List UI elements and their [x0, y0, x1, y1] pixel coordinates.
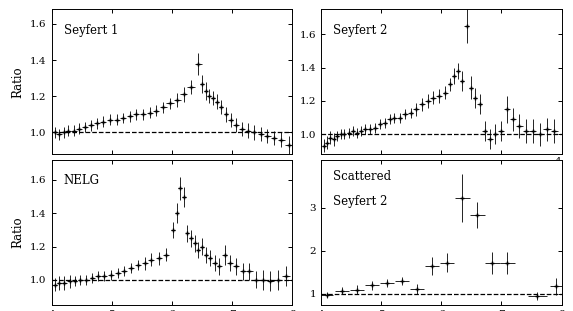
Y-axis label: Ratio: Ratio	[11, 216, 25, 248]
Text: NELG: NELG	[64, 174, 100, 188]
Text: Seyfert 2: Seyfert 2	[333, 195, 387, 208]
Text: 4: 4	[555, 157, 562, 166]
Text: Seyfert 1: Seyfert 1	[64, 24, 118, 37]
Text: Scattered: Scattered	[333, 170, 391, 183]
Text: Seyfert 2: Seyfert 2	[333, 24, 387, 37]
Y-axis label: Ratio: Ratio	[11, 66, 25, 98]
